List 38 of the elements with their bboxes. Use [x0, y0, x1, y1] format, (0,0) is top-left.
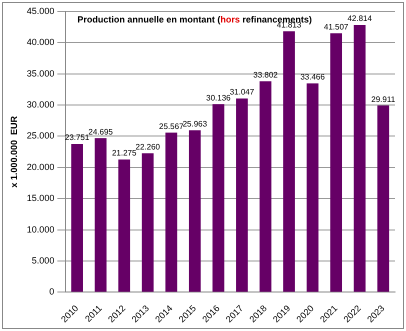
bar	[377, 106, 390, 292]
y-tick-label: 15.000	[26, 193, 54, 204]
data-label: 25.567	[159, 122, 184, 131]
data-label: 29.911	[371, 94, 396, 104]
bar	[306, 83, 318, 292]
data-label: 30.136	[206, 93, 232, 102]
data-label: 24.695	[88, 127, 114, 136]
bar	[118, 159, 130, 292]
bar	[212, 104, 224, 292]
bar	[330, 33, 342, 292]
bar	[260, 81, 272, 292]
data-label: 33.466	[300, 72, 326, 82]
y-tick-label: 0	[49, 286, 54, 297]
data-label: 33.802	[253, 70, 278, 80]
bar	[283, 31, 295, 292]
data-label: 31.047	[230, 88, 255, 97]
bar	[142, 153, 154, 292]
bar	[354, 25, 366, 292]
data-label: 23.751	[64, 133, 90, 142]
data-label: 22.260	[136, 142, 161, 152]
data-label: 25.963	[182, 119, 208, 128]
bar	[71, 144, 83, 292]
bar	[236, 98, 248, 292]
y-axis-title: x 1.000.000 EUR	[8, 116, 19, 188]
data-label: 21.275	[112, 148, 137, 158]
y-tick-label: 40.000	[26, 37, 54, 48]
bar	[188, 130, 201, 292]
y-tick-label: 35.000	[26, 68, 54, 78]
y-tick-label: 30.000	[26, 99, 54, 110]
y-tick-label: 10.000	[26, 224, 54, 234]
y-tick-label: 20.000	[26, 162, 54, 172]
bar	[94, 138, 107, 292]
data-label: 42.814	[347, 14, 372, 24]
y-tick-label: 25.000	[26, 130, 54, 141]
y-tick-label: 5.000	[32, 255, 54, 266]
bar	[165, 132, 178, 292]
y-tick-label: 45.000	[26, 6, 54, 16]
data-label: 41.507	[324, 22, 349, 32]
